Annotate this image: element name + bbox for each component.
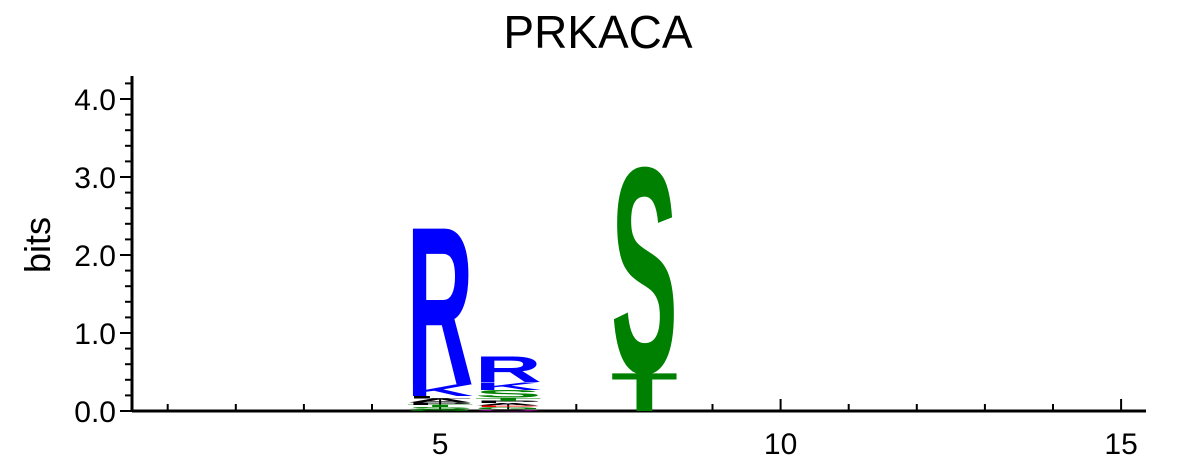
axes — [130, 76, 1146, 413]
x-tick-label: 15 — [1104, 428, 1137, 461]
logo-letter-s: S — [475, 388, 542, 400]
logo-letter-r: R — [407, 179, 474, 433]
logo-letter-l: L — [407, 396, 474, 400]
logo-letter-t: T — [475, 397, 542, 402]
y-tick-label: 0.0 — [74, 396, 116, 429]
logo-letter-s: S — [407, 406, 474, 410]
logo-letter-p: P — [407, 402, 474, 406]
y-axis-label: bits — [17, 217, 58, 273]
x-tick-label: 5 — [432, 428, 449, 461]
logo-letter-r: R — [475, 348, 542, 390]
logo-letter-t: T — [407, 404, 474, 408]
chart-title: PRKACA — [503, 6, 692, 58]
logo-letter-a: A — [407, 398, 474, 404]
x-tick-label: 10 — [764, 428, 797, 461]
y-tick-label: 2.0 — [74, 240, 116, 273]
logo-letter-e: E — [475, 405, 542, 407]
logo-letter-g: G — [475, 406, 542, 410]
logo-letter-g: G — [407, 409, 474, 411]
logo-letter-a: A — [475, 403, 542, 407]
logo-letter-q: Q — [475, 409, 542, 411]
y-tick-label: 3.0 — [74, 162, 116, 195]
y-tick-label: 1.0 — [74, 318, 116, 351]
y-tick-label: 4.0 — [74, 84, 116, 117]
logo-letter-p: P — [475, 400, 542, 404]
logo-letter-k: K — [475, 380, 542, 392]
logo-letter-k: K — [407, 382, 474, 400]
logo-letter-t: T — [611, 362, 678, 423]
logo-stack-pos-8: TS — [611, 106, 678, 435]
ticks: 0.0 1.0 2.0 3.0 4.0 5 10 15 — [74, 82, 1138, 461]
logo-letter-s: S — [611, 106, 678, 435]
